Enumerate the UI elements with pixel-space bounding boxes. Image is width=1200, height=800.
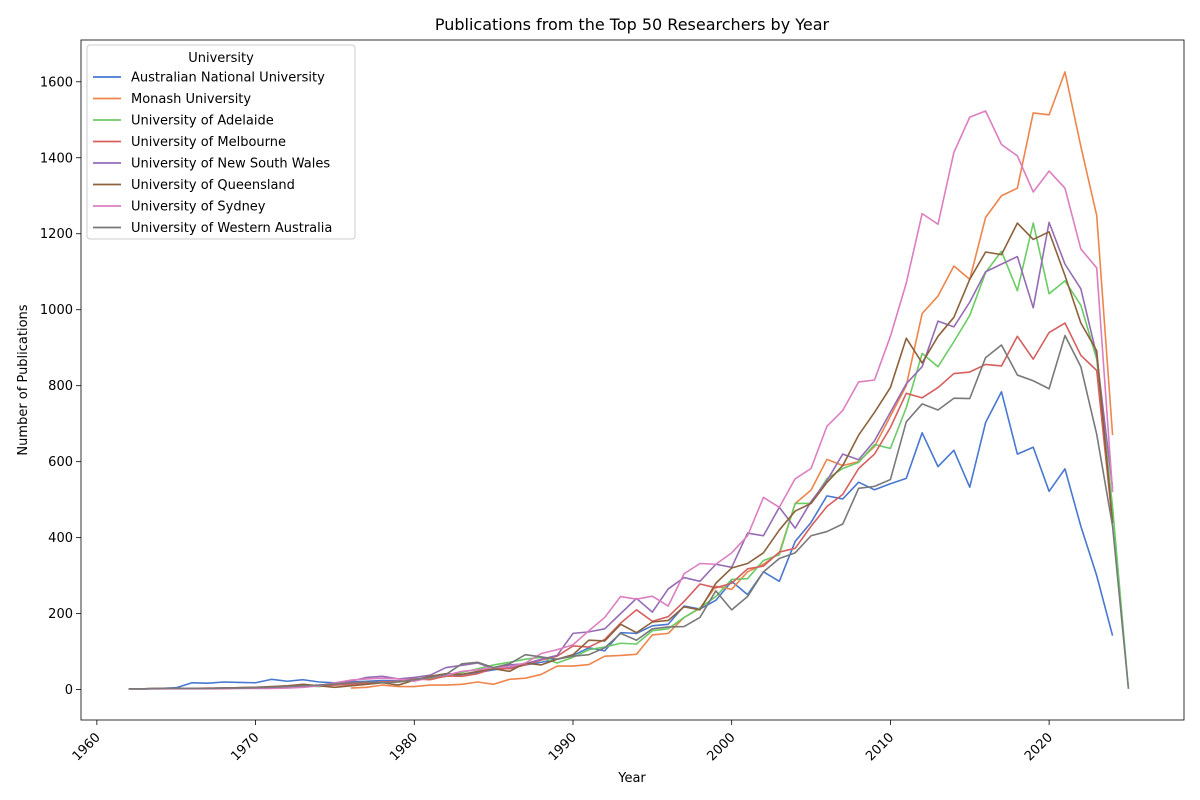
legend-box	[86, 44, 356, 240]
series-lines	[128, 71, 1130, 690]
x-tick-label: 2000	[705, 730, 739, 764]
x-tick-label: 1970	[228, 730, 262, 764]
y-tick-label: 1600	[40, 75, 73, 90]
y-tick-label: 1400	[40, 151, 73, 166]
y-tick-label: 1000	[40, 303, 73, 318]
legend-title: University	[188, 51, 254, 66]
legend-label-0: Australian National University	[131, 71, 325, 86]
series-line-1	[350, 71, 1114, 689]
legend-label-1: Monash University	[131, 92, 251, 107]
legend-entries: Australian National University Monash Uni…	[93, 71, 332, 236]
x-tick-label: 2020	[1022, 730, 1056, 764]
chart-title: Publications from the Top 50 Researchers…	[435, 15, 830, 34]
x-axis-label: Year	[617, 771, 646, 786]
y-axis-label: Number of Publications	[16, 304, 31, 455]
x-tick-label: 2010	[863, 730, 897, 764]
x-tick-label: 1980	[387, 730, 421, 764]
y-tick-label: 1200	[40, 227, 73, 242]
series-line-5	[128, 222, 1114, 690]
legend: University Australian National Universit…	[86, 44, 356, 240]
y-tick-label: 400	[48, 531, 73, 546]
y-tick-label: 0	[65, 683, 73, 698]
y-tick-label: 800	[48, 379, 73, 394]
legend-label-7: University of Western Australia	[131, 221, 332, 236]
x-tick-label: 1960	[70, 730, 104, 764]
x-axis: 1960 1970 1980 1990 2000 2010 2020	[70, 720, 1056, 764]
y-tick-label: 200	[48, 607, 73, 622]
legend-label-5: University of Queensland	[131, 178, 295, 193]
legend-label-2: University of Adelaide	[131, 114, 274, 129]
legend-label-6: University of Sydney	[131, 200, 266, 215]
y-axis: 0 200 400 600 800 1000 1200 1400 1600	[40, 75, 81, 698]
y-tick-label: 600	[48, 455, 73, 470]
x-tick-label: 1990	[546, 730, 580, 764]
series-line-6	[128, 110, 1114, 690]
legend-label-4: University of New South Wales	[131, 157, 330, 172]
plot-frame	[80, 39, 1185, 721]
legend-label-3: University of Melbourne	[131, 135, 286, 150]
series-line-7	[128, 334, 1130, 690]
